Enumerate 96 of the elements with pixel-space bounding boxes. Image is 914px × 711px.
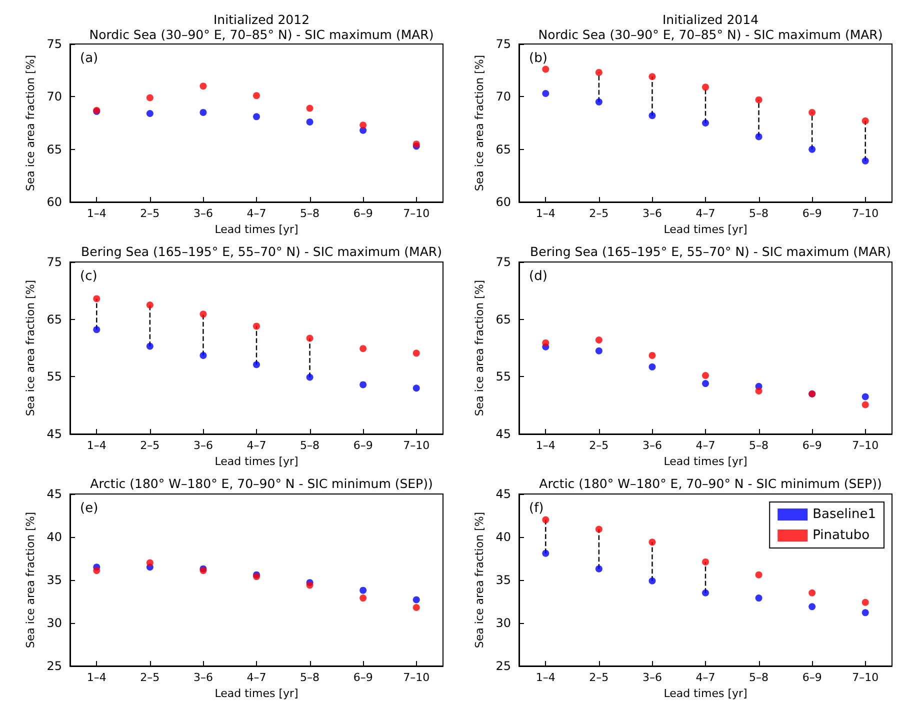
y-tick-label: 65 [496,142,511,156]
x-tick-label: 2–5 [140,671,160,684]
x-tick-label: 5–8 [749,439,769,452]
x-axis-title: Lead times [yr] [664,223,748,236]
x-tick-label: 1–4 [86,439,106,452]
y-tick-label: 75 [496,255,511,269]
x-tick-label: 6–9 [802,671,822,684]
x-tick-label: 5–8 [749,671,769,684]
x-tick-label: 4–7 [696,207,716,220]
x-tick-label: 6–9 [802,439,822,452]
x-tick-label: 5–8 [300,439,320,452]
x-tick-label: 2–5 [140,439,160,452]
y-tick-label: 25 [496,659,511,673]
y-tick-label: 45 [496,427,511,441]
x-tick-label: 3–6 [642,207,662,220]
chart-title: Arctic (180° W–180° E, 70–90° N - SIC minimum (SEP)) [539,476,882,491]
x-tick-label: 4–7 [696,671,716,684]
y-axis-title: Sea ice area fraction [%] [24,54,37,192]
x-tick-label: 6–9 [353,671,373,684]
y-tick-label: 70 [496,90,511,104]
chart-subtitle: Nordic Sea (30–90° E, 70–85° N) - SIC maximum (MAR) [89,27,434,42]
y-tick-label: 30 [46,616,62,630]
x-tick-label: 6–9 [353,439,373,452]
y-tick-label: 75 [46,255,62,269]
x-tick-label: 3–6 [642,671,662,684]
y-axis-title: Sea ice area fraction [%] [24,280,37,416]
x-tick-label: 4–7 [696,439,716,452]
x-tick-label: 7–10 [403,207,430,220]
y-tick-label: 55 [46,370,62,384]
y-tick-label: 65 [46,312,62,326]
annotation: (e) [80,501,98,516]
x-tick-label: 4–7 [246,439,266,452]
x-tick-label: 1–4 [536,671,556,684]
x-tick-label: 6–9 [802,207,822,220]
x-tick-label: 3–6 [193,207,213,220]
x-tick-label: 7–10 [852,439,879,452]
x-tick-label: 7–10 [403,671,430,684]
y-axis-title: Sea ice area fraction [%] [472,512,486,648]
y-tick-label: 55 [496,370,511,384]
x-tick-label: 3–6 [193,671,213,684]
x-tick-label: 7–10 [852,207,879,220]
x-tick-label: 3–6 [642,439,662,452]
y-tick-label: 75 [496,37,511,51]
annotation: (a) [80,51,98,66]
x-axis-title: Lead times [yr] [664,687,748,700]
y-tick-label: 45 [46,427,62,441]
chart-title: Bering Sea (165–195° E, 55–70° N) - SIC maximum (MAR) [530,244,891,259]
x-tick-label: 2–5 [589,207,609,220]
y-tick-label: 65 [46,142,62,156]
y-axis-title: Sea ice area fraction [%] [472,54,486,192]
x-tick-label: 4–7 [246,671,266,684]
chart-title: Initialized 2012 [213,12,310,27]
legend-label: Baseline1 [812,507,876,522]
chart-title: Bering Sea (165–195° E, 55–70° N) - SIC maximum (MAR) [81,244,442,259]
y-tick-label: 75 [46,37,62,51]
y-tick-label: 40 [46,530,62,544]
x-axis-title: Lead times [yr] [214,687,298,700]
annotation: (b) [529,51,548,66]
x-tick-label: 1–4 [86,207,106,220]
y-tick-label: 45 [496,487,511,501]
legend-label: Pinatubo [812,528,870,543]
x-tick-label: 1–4 [536,207,556,220]
y-axis-title: Sea ice area fraction [%] [472,280,486,416]
annotation: (f) [529,501,544,516]
x-tick-label: 2–5 [589,671,609,684]
x-tick-label: 5–8 [300,207,320,220]
y-tick-label: 65 [496,312,511,326]
chart-title: Arctic (180° W–180° E, 70–90° N - SIC minimum (SEP)) [90,476,433,491]
x-tick-label: 7–10 [403,439,430,452]
chart-title: Initialized 2014 [662,12,759,27]
x-axis-title: Lead times [yr] [214,455,298,468]
x-tick-label: 6–9 [353,207,373,220]
x-tick-label: 2–5 [589,439,609,452]
y-tick-label: 25 [46,659,62,673]
y-tick-label: 35 [496,573,511,587]
y-axis-title: Sea ice area fraction [%] [24,512,37,648]
annotation: (d) [529,269,548,284]
y-tick-label: 40 [496,530,511,544]
annotation: (c) [80,269,98,284]
x-tick-label: 7–10 [852,671,879,684]
x-axis-title: Lead times [yr] [214,223,298,236]
x-tick-label: 4–7 [246,207,266,220]
x-tick-label: 5–8 [300,671,320,684]
x-tick-label: 1–4 [86,671,106,684]
y-tick-label: 70 [46,90,62,104]
x-axis-title: Lead times [yr] [664,455,748,468]
y-tick-label: 35 [46,573,62,587]
chart-subtitle: Nordic Sea (30–90° E, 70–85° N) - SIC maximum (MAR) [538,27,883,42]
y-tick-label: 60 [496,195,511,209]
x-tick-label: 5–8 [749,207,769,220]
y-tick-label: 30 [496,616,511,630]
x-tick-label: 1–4 [536,439,556,452]
y-tick-label: 45 [46,487,62,501]
x-tick-label: 3–6 [193,439,213,452]
y-tick-label: 60 [46,195,62,209]
x-tick-label: 2–5 [140,207,160,220]
